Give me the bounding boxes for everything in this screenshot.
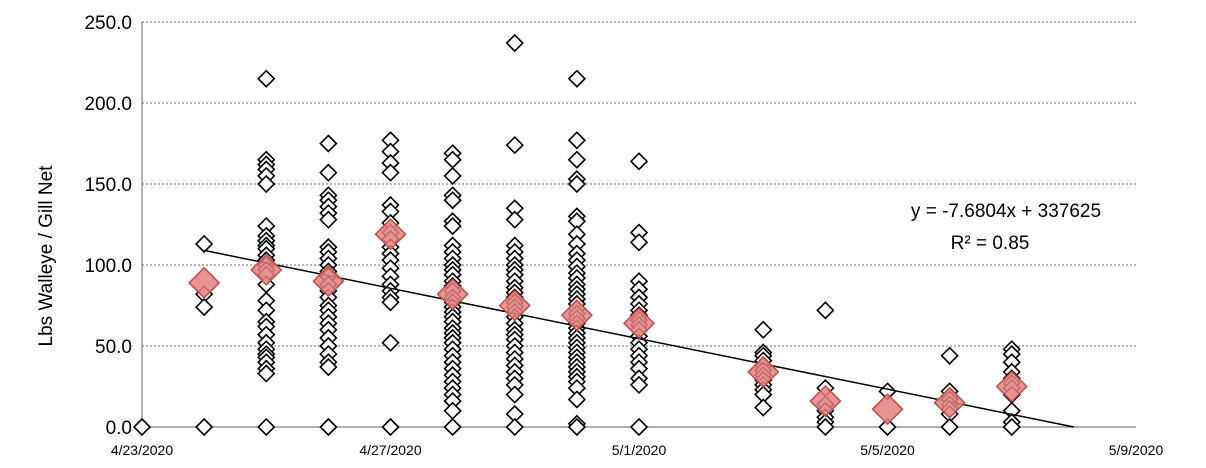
data-point — [505, 210, 524, 229]
data-point — [1002, 417, 1021, 437]
data-point — [443, 191, 462, 210]
mean-point — [436, 278, 469, 311]
mean-diamond-series — [188, 218, 1028, 426]
gridlines — [142, 21, 1136, 347]
y-tick-label: 150.0 — [84, 175, 132, 196]
data-point — [257, 364, 276, 383]
data-point — [567, 131, 587, 150]
data-point — [505, 385, 524, 404]
y-axis-label: Lbs Walleye / Gill Net — [36, 165, 57, 347]
data-point — [816, 417, 835, 437]
data-point — [567, 69, 587, 88]
data-point — [381, 163, 400, 182]
data-point — [381, 417, 400, 437]
data-point — [443, 401, 462, 420]
open-diamond-series — [132, 33, 1021, 437]
data-point — [319, 417, 338, 437]
mean-point — [747, 355, 780, 388]
data-point — [194, 417, 214, 437]
mean-point — [498, 289, 531, 322]
data-point — [567, 150, 587, 169]
y-tick-label: 0.0 — [106, 418, 132, 439]
data-point — [381, 333, 400, 352]
data-point — [754, 320, 773, 339]
mean-point — [995, 370, 1028, 403]
data-point — [443, 166, 462, 186]
trendline-equation: y = -7.6804x + 337625 — [911, 201, 1101, 222]
x-axis-ticks: 4/23/2020 4/27/2020 5/1/2020 5/5/2020 5/9/20… — [111, 442, 1164, 458]
data-point — [940, 417, 959, 437]
x-tick-label: 5/5/2020 — [860, 442, 915, 458]
data-point — [319, 134, 338, 153]
data-point — [257, 417, 276, 437]
data-point — [319, 163, 338, 182]
x-tick-label: 5/9/2020 — [1109, 442, 1164, 458]
y-tick-label: 250.0 — [84, 13, 132, 34]
data-point — [257, 69, 276, 88]
y-tick-label: 200.0 — [84, 94, 132, 115]
data-point — [816, 301, 835, 320]
mean-point — [933, 386, 966, 419]
data-point — [319, 357, 338, 377]
data-point — [629, 233, 649, 252]
data-point — [567, 417, 587, 437]
mean-point — [809, 385, 842, 418]
x-tick-label: 5/1/2020 — [612, 442, 667, 458]
x-tick-label: 4/23/2020 — [111, 442, 173, 458]
mean-point — [560, 299, 593, 332]
data-point — [629, 375, 649, 395]
trendline-r-squared: R² = 0.85 — [951, 233, 1030, 254]
y-tick-label: 50.0 — [95, 337, 132, 358]
data-point — [878, 417, 897, 437]
data-point — [940, 346, 959, 365]
data-point — [319, 210, 338, 229]
data-point — [257, 174, 276, 194]
data-point — [443, 417, 462, 437]
mean-point — [871, 393, 904, 426]
data-point — [567, 390, 587, 409]
mean-point — [622, 307, 656, 340]
data-point — [381, 293, 400, 312]
data-point — [754, 398, 773, 417]
data-point — [194, 234, 214, 254]
mean-point — [250, 253, 283, 286]
data-point — [567, 174, 587, 194]
data-point — [443, 216, 462, 236]
mean-point — [312, 265, 345, 298]
y-axis-ticks: 0.0 50.0 100.0 150.0 200.0 250.0 — [84, 13, 132, 439]
mean-point — [374, 218, 407, 251]
data-point — [629, 152, 649, 171]
mean-point — [188, 266, 221, 299]
data-point — [629, 417, 649, 437]
data-point — [505, 417, 524, 437]
data-point — [505, 135, 524, 155]
data-point — [194, 297, 214, 317]
data-point — [132, 417, 152, 437]
y-tick-label: 100.0 — [84, 256, 132, 277]
x-tick-label: 4/27/2020 — [359, 442, 421, 458]
data-point — [505, 33, 524, 53]
